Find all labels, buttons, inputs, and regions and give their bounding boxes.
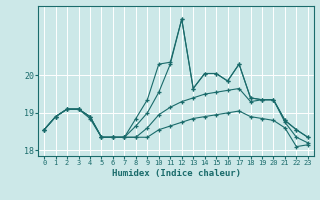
X-axis label: Humidex (Indice chaleur): Humidex (Indice chaleur) xyxy=(111,169,241,178)
